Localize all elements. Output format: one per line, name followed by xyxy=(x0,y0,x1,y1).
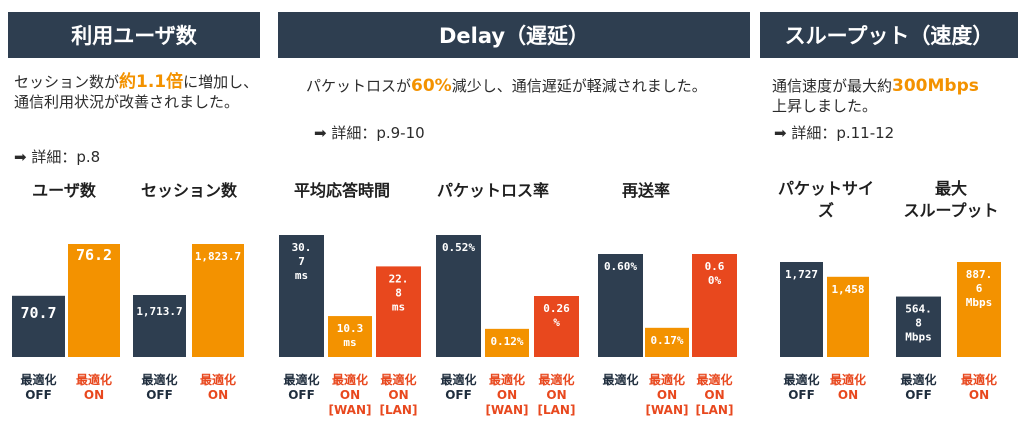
bar-0-0 xyxy=(12,295,65,357)
x-label-5-0: 最適化 OFF xyxy=(783,373,820,402)
bar-value-label-4-0: 0.60% xyxy=(604,260,637,273)
chart-title-0: ユーザ数 xyxy=(32,181,96,200)
bar-0-1 xyxy=(68,244,120,357)
bar-4-1 xyxy=(645,327,689,357)
chart-title-3: パケットロス率 xyxy=(436,181,549,200)
bar-value-label-6-0: 564. 8 Mbps xyxy=(905,303,932,344)
description-throughput: 通信速度が最大約300Mbps 上昇しました。 xyxy=(772,76,1018,116)
bar-2-0 xyxy=(279,235,324,357)
chart-title-2: 平均応答時間 xyxy=(293,181,390,200)
bar-value-label-5-1: 1,458 xyxy=(831,283,864,296)
chart-title-4: 再送率 xyxy=(621,181,670,200)
x-label-0-1: 最適化 ON xyxy=(75,373,112,402)
bar-4-2 xyxy=(692,254,737,357)
description-throughput-pre: 通信速度が最大約 xyxy=(772,77,893,95)
x-label-6-0: 最適化 OFF xyxy=(900,373,937,402)
x-label-3-0: 最適化 OFF xyxy=(440,373,477,402)
bar-3-0 xyxy=(436,235,481,357)
bar-value-label-4-2: 0.6 0% xyxy=(705,260,725,287)
x-label-2-0: 最適化 OFF xyxy=(283,373,320,402)
bar-value-label-0-0: 70.7 xyxy=(20,304,56,322)
header-throughput: スループット（速度） xyxy=(760,12,1018,58)
bar-4-0 xyxy=(598,254,643,357)
bar-value-label-1-1: 1,823.7 xyxy=(195,250,241,263)
description-throughput-post: 上昇しました。 xyxy=(772,97,878,115)
bar-6-0 xyxy=(896,296,941,357)
x-label-5-1: 最適化 ON xyxy=(829,373,866,402)
x-label-2-2: 最適化 ON [LAN] xyxy=(379,373,418,417)
bar-value-label-3-0: 0.52% xyxy=(442,241,475,254)
x-label-4-0: 最適化 xyxy=(602,373,639,387)
x-label-1-0: 最適化 OFF xyxy=(141,373,178,402)
description-delay-post: 減少し、通信遅延が軽減されました。 xyxy=(451,77,707,95)
bar-value-label-2-0: 30. 7 ms xyxy=(292,241,312,282)
reference-delay: ➡ 詳細：p.9-10 xyxy=(314,124,425,142)
chart-title-1: セッション数 xyxy=(140,181,237,200)
bar-value-label-6-1: 887. 6 Mbps xyxy=(966,268,993,309)
description-delay-highlight: 60% xyxy=(411,76,452,96)
description-users-highlight: 約1.1倍 xyxy=(119,72,184,92)
reference-throughput: ➡ 詳細：p.11-12 xyxy=(774,124,895,142)
description-delay: パケットロスが60%減少し、通信遅延が軽減されました。 xyxy=(306,76,746,96)
bar-value-label-3-2: 0.26% xyxy=(543,302,570,329)
bar-value-label-4-1: 0.17% xyxy=(650,334,683,347)
bar-3-1 xyxy=(485,328,529,357)
x-label-6-1: 最適化 ON xyxy=(960,373,997,402)
x-label-4-2: 最適化 ON [LAN] xyxy=(695,373,734,417)
bar-3-2 xyxy=(534,296,579,357)
bar-value-label-2-2: 22. 8 ms xyxy=(389,272,409,313)
bar-value-label-1-0: 1,713.7 xyxy=(136,305,182,318)
x-label-3-2: 最適化 ON [LAN] xyxy=(537,373,576,417)
x-label-2-1: 最適化 ON [WAN] xyxy=(328,373,372,417)
bar-2-1 xyxy=(328,316,372,357)
bar-value-label-2-1: 10.3 ms xyxy=(337,322,364,349)
chart-title-5: パケットサイ ズ xyxy=(777,179,874,220)
description-users-pre: セッション数が xyxy=(14,73,120,91)
x-label-4-1: 最適化 ON [WAN] xyxy=(645,373,689,417)
reference-users: ➡ 詳細：p.8 xyxy=(14,148,101,166)
description-throughput-highlight: 300Mbps xyxy=(892,76,979,96)
bar-6-1 xyxy=(957,262,1001,357)
bar-1-0 xyxy=(133,295,186,357)
bar-5-0 xyxy=(780,262,823,357)
bar-value-label-5-0: 1,727 xyxy=(785,268,818,281)
chart-title-6: 最大 スループット xyxy=(903,179,999,220)
bar-5-1 xyxy=(827,276,869,357)
bar-2-2 xyxy=(376,266,421,357)
bar-value-label-0-1: 76.2 xyxy=(76,246,112,264)
header-delay: Delay（遅延） xyxy=(278,12,750,58)
description-users-post: に増加し、通信利用状況が改善されました。 xyxy=(14,73,259,111)
bar-1-1 xyxy=(192,244,244,357)
x-label-1-1: 最適化 ON xyxy=(199,373,236,402)
x-label-0-0: 最適化 OFF xyxy=(20,373,57,402)
x-label-3-1: 最適化 ON [WAN] xyxy=(485,373,529,417)
bar-value-label-3-1: 0.12% xyxy=(490,335,523,348)
header-users: 利用ユーザ数 xyxy=(8,12,260,58)
description-users: セッション数が約1.1倍に増加し、通信利用状況が改善されました。 xyxy=(14,72,266,112)
description-delay-pre: パケットロスが xyxy=(306,77,412,95)
